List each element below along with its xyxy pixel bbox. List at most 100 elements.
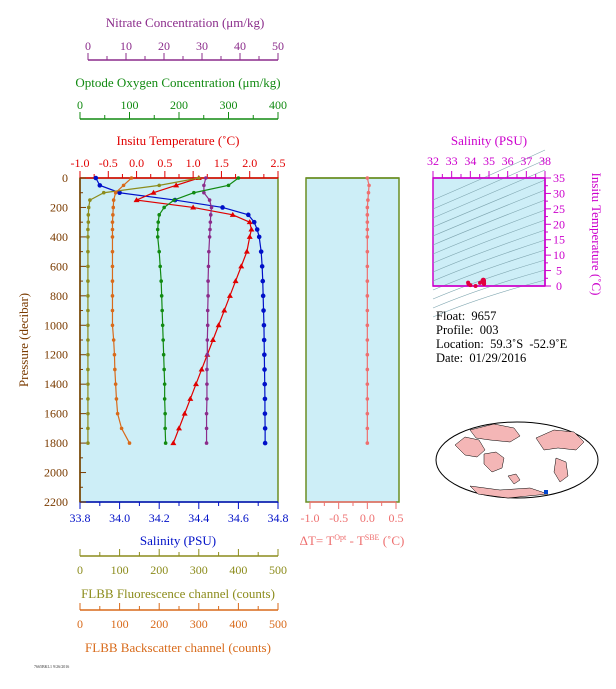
- nitrate-point: [206, 264, 211, 269]
- delta_t-tick-label: 0.5: [389, 511, 404, 525]
- deltat-panel-bg: [305, 177, 400, 503]
- flbb-fluorescence-point: [86, 382, 90, 386]
- flbb-fluorescence-point: [101, 190, 106, 195]
- ts-point: [482, 281, 487, 286]
- nitrate-tick-label: 50: [272, 39, 284, 53]
- flbb-backscatter-point: [110, 220, 115, 224]
- optode-oxygen-point: [160, 308, 164, 313]
- salinity-tick-label: 34.0: [109, 511, 130, 525]
- delta-t-point: [365, 382, 370, 386]
- ts-contour: [432, 199, 546, 246]
- nitrate-point: [208, 227, 212, 232]
- ts_salinity-tick-label: 35: [483, 154, 495, 168]
- ts-contour: [432, 169, 546, 219]
- nitrate-point: [204, 426, 209, 431]
- date-row: Date: 01/29/2016: [436, 351, 527, 365]
- ts_temperature-tick-label: 5: [556, 264, 562, 278]
- nitrate-point: [207, 198, 212, 202]
- flbb-backscatter-point: [113, 190, 118, 195]
- salinity-point: [262, 352, 267, 358]
- flbb-backscatter-point: [112, 352, 117, 357]
- nitrate-tick-label: 0: [85, 39, 91, 53]
- optode-oxygen-point: [161, 338, 165, 342]
- insitu-temperature-point: [209, 337, 216, 342]
- profile-row: Profile: 003: [436, 323, 499, 337]
- flbb-fluorescence-point: [86, 338, 90, 342]
- flbb-fluorescence-point: [86, 249, 90, 254]
- optode-oxygen-point: [162, 397, 167, 401]
- pressure-tick-label: 0: [62, 171, 68, 185]
- nitrate-point: [202, 183, 206, 188]
- nitrate-point: [205, 308, 210, 313]
- flbb-backscatter-point: [111, 338, 116, 342]
- flbb-backscatter-point: [111, 213, 115, 217]
- ts-contour: [432, 189, 546, 237]
- pressure-tick-label: 2200: [44, 495, 68, 509]
- salinity-point: [262, 396, 268, 402]
- delta_t-tick-label: -1.0: [301, 511, 320, 525]
- ts-contour: [432, 159, 546, 210]
- delta-t-point: [365, 227, 370, 232]
- nitrate-point: [208, 213, 213, 217]
- flbb-backscatter-point: [110, 279, 115, 283]
- optode-oxygen-point: [155, 235, 160, 239]
- flbb-fluorescence-point: [86, 213, 91, 217]
- flbb-backscatter-point: [129, 176, 134, 180]
- flbb-backscatter-point: [113, 367, 117, 372]
- delta-t-point: [365, 441, 370, 445]
- salinity-tick-label: 34.6: [228, 511, 249, 525]
- ts_salinity-tick-label: 33: [446, 154, 458, 168]
- flbb-fluorescence-point: [86, 426, 90, 431]
- insitu-temperature-point: [170, 440, 177, 446]
- ts-contour: [432, 279, 546, 318]
- delta-t-point: [365, 308, 370, 313]
- delta-t-point: [365, 338, 370, 342]
- flbb-fluorescence-point: [88, 198, 92, 202]
- main-panel-bg: [79, 177, 279, 503]
- float-location-marker: [544, 490, 548, 494]
- flbb-fluorescence-point: [86, 294, 90, 298]
- flbb-fluorescence-point: [86, 227, 90, 232]
- backscatter-tick-label: 200: [150, 617, 168, 631]
- ts_temperature-tick-label: 20: [553, 217, 565, 231]
- pressure-tick-label: 1000: [44, 318, 68, 332]
- flbb-fluorescence-point: [157, 183, 161, 188]
- salinity-tick-label: 34.8: [268, 511, 289, 525]
- nitrate-tick-label: 40: [234, 39, 246, 53]
- float-row: Float: 9657: [436, 309, 497, 323]
- flbb-backscatter-point: [110, 294, 115, 298]
- insitu-temperature-point: [243, 248, 250, 254]
- delta-t-point: [366, 190, 371, 195]
- delta-t-point: [367, 183, 371, 188]
- delta-t-point: [365, 205, 370, 210]
- salinity-tick-label: 34.2: [149, 511, 170, 525]
- temperature-tick-label: 1.0: [186, 156, 201, 170]
- optode-oxygen-point: [162, 382, 167, 386]
- flbb-fluorescence-point: [86, 235, 90, 239]
- backscatter-tick-label: 300: [190, 617, 208, 631]
- insitu-temperature-point: [181, 410, 188, 416]
- ts_salinity-tick-label: 36: [502, 154, 514, 168]
- salinity-point: [261, 337, 267, 343]
- nitrate-point: [205, 382, 209, 386]
- nitrate-point: [209, 205, 214, 210]
- nitrate-point: [205, 323, 210, 328]
- optode-oxygen-point: [172, 198, 176, 202]
- footer-small-text: 7665BKL1 9/26/2016: [34, 664, 70, 669]
- nitrate-tick-label: 30: [196, 39, 208, 53]
- delta-t-point: [365, 294, 370, 298]
- insitu-temperature-point: [133, 197, 140, 203]
- ts-contour: [432, 219, 546, 264]
- flbb-fluorescence-point: [86, 411, 90, 416]
- ts_salinity-tick-label: 34: [464, 154, 476, 168]
- nitrate-point: [205, 397, 209, 401]
- location-row: Location: 59.3˚S -52.9˚E: [436, 337, 568, 351]
- oxygen-axis-label: Optode Oxygen Concentration (μm/kg): [75, 75, 280, 90]
- backscatter-tick-label: 400: [229, 617, 247, 631]
- ts_temperature-tick-label: 30: [553, 186, 565, 200]
- delta-t-point: [365, 249, 370, 254]
- delta-t-point: [365, 264, 370, 269]
- fluorescence-tick-label: 300: [190, 563, 208, 577]
- oxygen-tick-label: 0: [77, 98, 83, 112]
